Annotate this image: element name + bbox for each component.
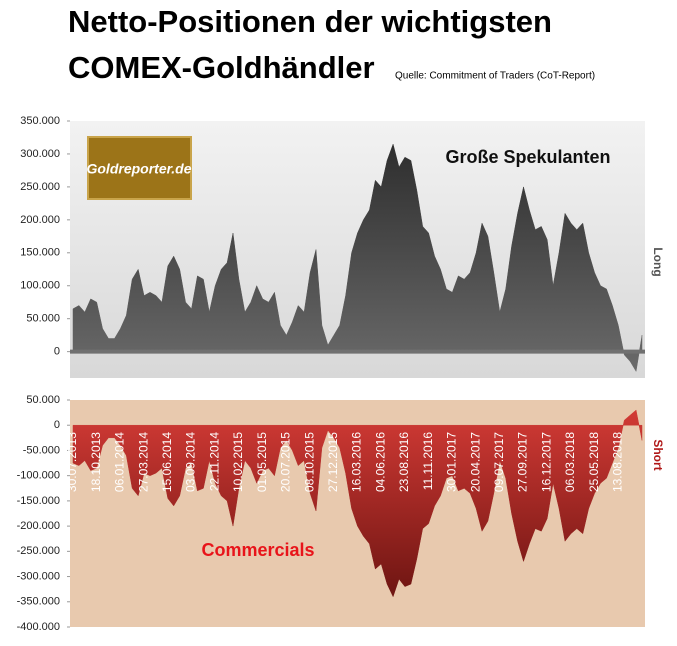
logo-text: Goldreporter.de bbox=[86, 161, 191, 177]
x-tick-label: 30.01.2017 bbox=[444, 432, 458, 492]
x-tick-label: 06.01.2014 bbox=[113, 432, 127, 492]
x-tick-label: 16.12.2017 bbox=[539, 432, 553, 492]
y-tick-label: -400.000 bbox=[17, 621, 60, 633]
area bbox=[72, 143, 643, 373]
area bbox=[72, 409, 643, 598]
x-tick-label: 27.12.2015 bbox=[326, 432, 340, 492]
side-label: Short bbox=[651, 439, 665, 470]
x-tick-label: 18.10.2013 bbox=[89, 432, 103, 492]
x-tick-label: 15.06.2014 bbox=[160, 432, 174, 492]
y-tick-label: -150.000 bbox=[17, 495, 60, 507]
logo bbox=[87, 136, 192, 200]
x-tick-label: 23.08.2016 bbox=[397, 432, 411, 492]
y-tick-label: 50.000 bbox=[26, 313, 60, 325]
y-tick-label: 150.000 bbox=[20, 247, 60, 259]
y-tick-label: -350.000 bbox=[17, 596, 60, 608]
y-tick-label: 300.000 bbox=[20, 148, 60, 160]
x-tick-label: 27.03.2014 bbox=[136, 432, 150, 492]
y-tick-label: -100.000 bbox=[17, 470, 60, 482]
x-tick-label: 04.06.2016 bbox=[373, 432, 387, 492]
x-tick-label: 10.02.2015 bbox=[231, 432, 245, 492]
x-tick-label: 27.09.2017 bbox=[516, 432, 530, 492]
x-tick-label: 20.04.2017 bbox=[468, 432, 482, 492]
y-tick-label: 0 bbox=[54, 419, 60, 431]
y-tick-label: 200.000 bbox=[20, 214, 60, 226]
x-tick-label: 22.11.2014 bbox=[207, 432, 221, 491]
y-tick-label: 50.000 bbox=[26, 394, 60, 406]
y-tick-label: -250.000 bbox=[17, 545, 60, 557]
x-tick-label: 06.03.2018 bbox=[563, 432, 577, 492]
y-tick-label: 100.000 bbox=[20, 280, 60, 292]
annotation: Commercials bbox=[201, 540, 314, 560]
x-tick-label: 13.08.2018 bbox=[610, 432, 624, 492]
x-tick-label: 01.05.2015 bbox=[255, 432, 269, 492]
source: Quelle: Commitment of Traders (CoT-Repor… bbox=[395, 71, 595, 82]
y-tick-label: 350.000 bbox=[20, 115, 60, 127]
x-tick-label: 30.07.2013 bbox=[65, 432, 79, 492]
x-tick-label: 03.09.2014 bbox=[184, 432, 198, 492]
title-line: COMEX-Goldhändler bbox=[68, 50, 375, 85]
y-tick-label: -300.000 bbox=[17, 570, 60, 582]
x-tick-label: 25.05.2018 bbox=[587, 432, 601, 492]
side-label: Long bbox=[651, 247, 665, 276]
x-tick-label: 09.07.2017 bbox=[492, 432, 506, 492]
y-tick-label: -50.000 bbox=[23, 444, 60, 456]
x-tick-label: 11.11.2016 bbox=[421, 432, 435, 491]
y-tick-label: -200.000 bbox=[17, 520, 60, 532]
x-tick-label: 16.03.2016 bbox=[350, 432, 364, 492]
title-line: Netto-Positionen der wichtigsten bbox=[68, 4, 552, 39]
x-tick-label: 08.10.2015 bbox=[302, 432, 316, 492]
y-tick-label: 0 bbox=[54, 346, 60, 358]
x-tick-label: 20.07.2015 bbox=[279, 432, 293, 492]
y-tick-label: 250.000 bbox=[20, 181, 60, 193]
annotation: Große Spekulanten bbox=[445, 147, 610, 167]
